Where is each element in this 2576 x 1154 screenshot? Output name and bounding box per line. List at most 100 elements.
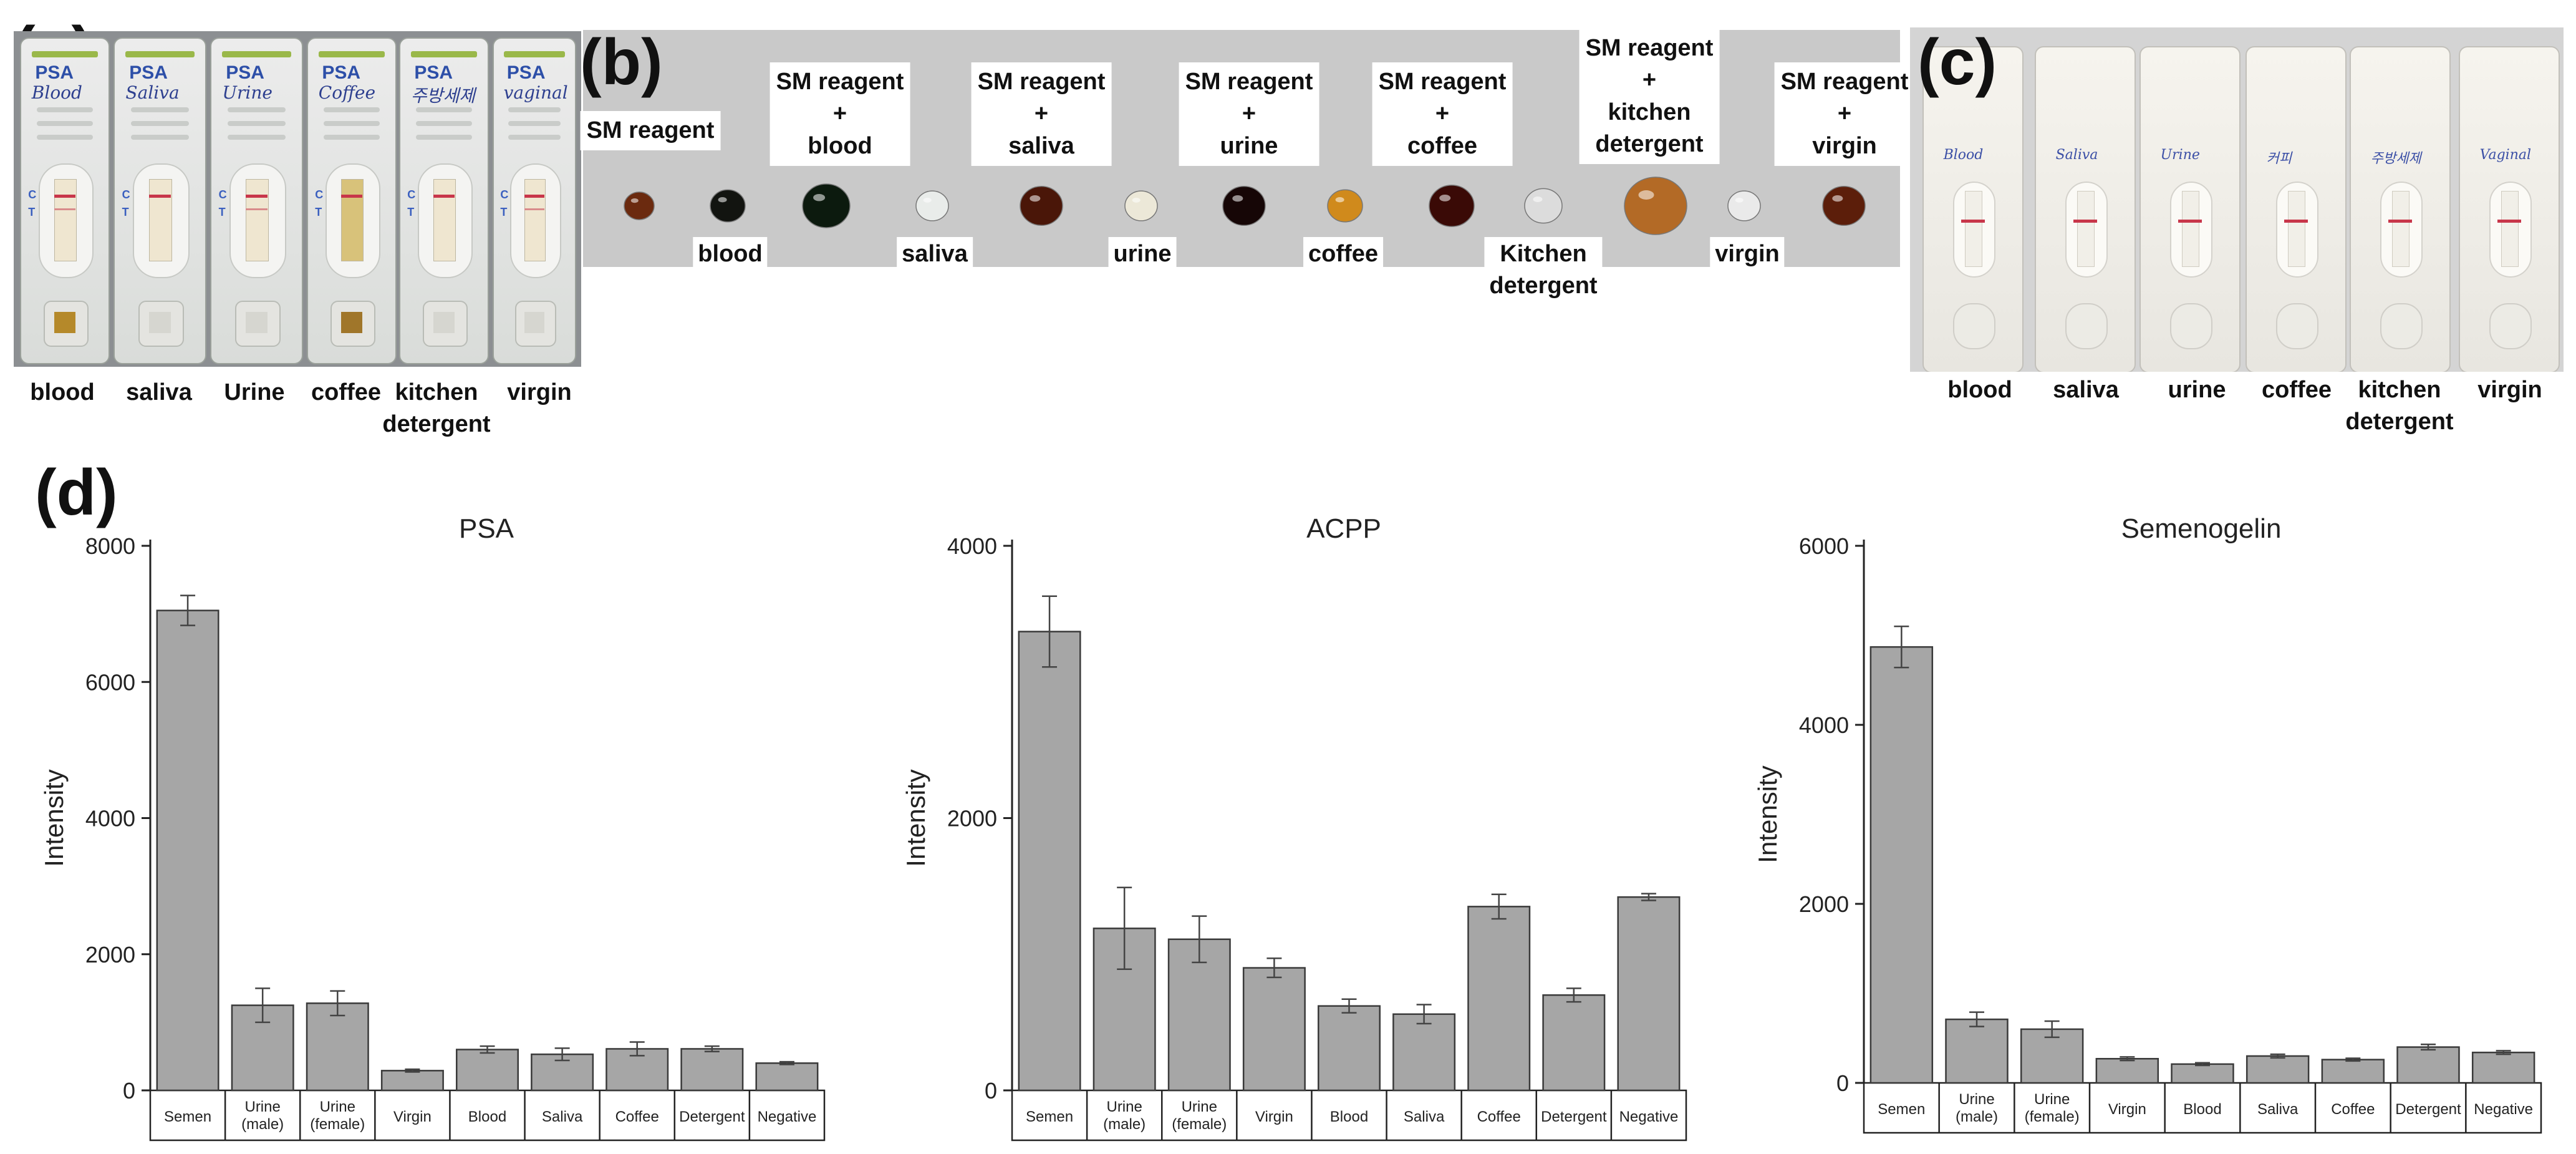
chart-psa: PSAIntensity02000400060008000SemenUrine(… bbox=[39, 513, 826, 1142]
category-label: Coffee bbox=[615, 1108, 659, 1125]
category-label-sub: (male) bbox=[1103, 1116, 1146, 1133]
category-label-sub: (female) bbox=[1172, 1116, 1227, 1133]
chart-title: PSA bbox=[459, 513, 514, 544]
control-line bbox=[341, 195, 362, 198]
cassette-grip-ridge bbox=[508, 121, 561, 126]
strip-cassette: PSA vaginal C T bbox=[493, 37, 576, 364]
cassette-handwriting: Blood bbox=[31, 82, 82, 103]
y-tick-label: 8000 bbox=[85, 533, 135, 559]
control-line bbox=[2388, 220, 2412, 223]
strip-cassette: Saliva bbox=[2035, 46, 2136, 372]
test-mark: T bbox=[500, 206, 508, 218]
category-label: Urine bbox=[1959, 1091, 1994, 1108]
y-tick-label: 0 bbox=[123, 1078, 135, 1103]
reagent-drop bbox=[1124, 190, 1158, 221]
bar-virgin bbox=[380, 1070, 444, 1092]
bar-detergent bbox=[2396, 1046, 2460, 1084]
panel-a-caption: kitchen detergent bbox=[382, 379, 491, 438]
panel-c-caption: kitchen detergent bbox=[2345, 377, 2454, 435]
panel-a-caption: blood bbox=[30, 379, 95, 405]
category-label: Semen bbox=[1026, 1108, 1073, 1125]
category-label: Detergent bbox=[2395, 1101, 2461, 1118]
category-label: Virgin bbox=[393, 1108, 432, 1125]
reagent-drop bbox=[1624, 177, 1687, 235]
cassette-handwriting: Urine bbox=[2160, 147, 2200, 163]
bar-saliva bbox=[1392, 1013, 1456, 1092]
panel-a-caption: coffee bbox=[311, 379, 381, 405]
cassette-handwriting: Blood bbox=[1943, 147, 1984, 163]
panel-a-caption: saliva bbox=[126, 379, 192, 405]
sample-pad bbox=[524, 312, 544, 333]
sample-pad bbox=[149, 312, 171, 333]
cassette-green-band bbox=[503, 51, 566, 57]
strip-cassette: 주방세제 bbox=[2350, 46, 2451, 372]
category-label: Blood bbox=[2183, 1101, 2221, 1118]
bar-virgin bbox=[1242, 967, 1306, 1092]
panel-a-caption: Urine bbox=[224, 379, 285, 405]
control-mark: C bbox=[28, 188, 37, 201]
cassette-header: PSA bbox=[414, 62, 453, 83]
drop-highlight bbox=[1132, 198, 1141, 203]
control-line bbox=[2497, 220, 2521, 223]
test-mark: T bbox=[407, 206, 415, 218]
drop-highlight bbox=[923, 198, 932, 203]
cassette-grip-ridge bbox=[324, 107, 380, 112]
cassette-handwriting: Saliva bbox=[2055, 147, 2098, 163]
bar-semen bbox=[156, 609, 219, 1092]
control-line bbox=[246, 195, 268, 198]
control-mark: C bbox=[122, 188, 130, 201]
drop-highlight bbox=[630, 198, 639, 203]
drop-highlight bbox=[1030, 195, 1041, 202]
cassette-grip-ridge bbox=[131, 107, 189, 112]
cassette-grip-ridge bbox=[37, 135, 93, 140]
category-label: Saliva bbox=[542, 1108, 583, 1125]
cassette-grip-ridge bbox=[324, 121, 380, 126]
sample-label: urine bbox=[1108, 237, 1177, 272]
sample-pad bbox=[246, 312, 268, 333]
panel-d-charts: PSAIntensity02000400060008000SemenUrine(… bbox=[39, 513, 2542, 1142]
panel-a-photo: PSA Blood C T PSA Saliva C T PSA Urine C T PSA Coffee… bbox=[14, 31, 581, 367]
reagent-label: SM reagent + kitchen detergent bbox=[1579, 29, 1720, 165]
bar-coffee bbox=[2321, 1059, 2385, 1084]
category-label: Detergent bbox=[679, 1108, 745, 1125]
control-mark: C bbox=[407, 188, 416, 201]
cassette-green-band bbox=[222, 51, 291, 57]
cassette-grip-ridge bbox=[131, 121, 189, 126]
cassette-grip-ridge bbox=[228, 107, 286, 112]
category-label: Negative bbox=[758, 1108, 817, 1125]
cassette-handwriting: 주방세제 bbox=[2370, 151, 2421, 167]
cassette-grip-ridge bbox=[508, 135, 561, 140]
cassette-header: PSA bbox=[226, 62, 264, 83]
bar-detergent bbox=[680, 1048, 744, 1092]
panel-c-caption: blood bbox=[1947, 377, 2012, 403]
category-label-sub: (male) bbox=[1956, 1108, 1998, 1125]
cassette-green-band bbox=[125, 51, 195, 57]
panel-c-caption: urine bbox=[2168, 377, 2226, 403]
reagent-label: SM reagent bbox=[580, 111, 721, 151]
sample-well bbox=[1953, 303, 1995, 349]
category-label: Blood bbox=[468, 1108, 506, 1125]
bar-negative bbox=[2471, 1051, 2535, 1084]
cassette-handwriting: Coffee bbox=[318, 82, 376, 103]
strip-cassette: Blood bbox=[1922, 46, 2024, 372]
test-line bbox=[54, 208, 75, 210]
panel-label-d: (d) bbox=[35, 457, 118, 529]
cassette-grip-ridge bbox=[416, 121, 472, 126]
panel-c-caption: virgin bbox=[2477, 377, 2542, 403]
reagent-drop bbox=[802, 183, 851, 228]
y-axis-label: Intensity bbox=[1753, 765, 1782, 863]
bar-urine bbox=[1945, 1018, 2009, 1084]
category-label: Saliva bbox=[2257, 1101, 2299, 1118]
y-tick-label: 2000 bbox=[1799, 891, 1849, 917]
cassette-green-band bbox=[318, 51, 385, 57]
reagent-label: SM reagent + blood bbox=[769, 62, 910, 166]
cassette-grip-ridge bbox=[416, 107, 472, 112]
category-label: Semen bbox=[164, 1108, 211, 1125]
sample-label: saliva bbox=[897, 237, 973, 272]
cassette-header: PSA bbox=[506, 62, 546, 83]
category-label: Urine bbox=[2034, 1091, 2070, 1108]
panel-a-caption: virgin bbox=[507, 379, 572, 405]
test-strip bbox=[2288, 191, 2305, 267]
test-strip bbox=[2182, 191, 2199, 267]
chart-title: ACPP bbox=[1306, 513, 1381, 544]
